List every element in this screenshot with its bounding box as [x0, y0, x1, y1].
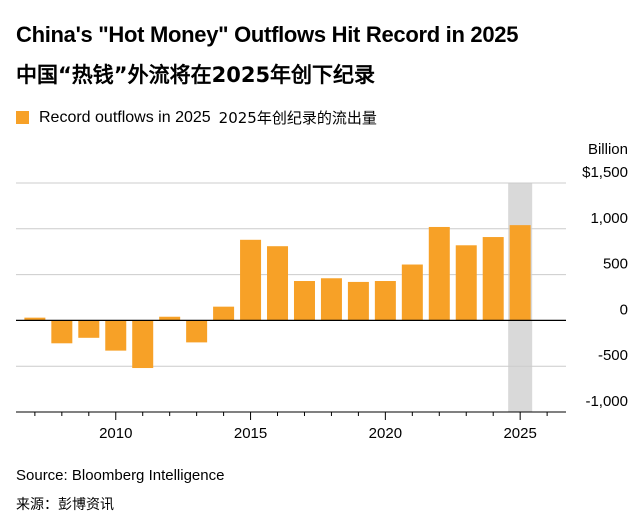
y-tick-label: 500	[603, 256, 628, 273]
bar-2013	[186, 320, 208, 343]
legend: Record outflows in 2025 2025年创纪录的流出量	[16, 107, 377, 128]
bar-2017	[293, 281, 315, 321]
bar-2016	[267, 246, 289, 321]
bar-2019	[347, 281, 369, 321]
x-tick-label: 2025	[503, 425, 536, 442]
source-note: Source: Bloomberg Intelligence	[16, 467, 225, 484]
source-note-cn: 来源：彭博资讯	[16, 497, 114, 513]
bar-2014	[213, 306, 235, 321]
bar-2021	[401, 264, 423, 321]
bar-2024	[482, 237, 504, 321]
bar-2011	[132, 320, 154, 369]
bar-2015	[240, 239, 262, 321]
bar-2022	[428, 226, 450, 321]
y-tick-label: -1,000	[585, 393, 628, 410]
y-tick-label: $1,500	[582, 164, 628, 181]
bar-2009	[78, 320, 100, 338]
bar-2012	[159, 316, 181, 321]
bar-2025	[509, 225, 531, 321]
bar-2010	[105, 320, 127, 351]
bar-2020	[374, 281, 396, 321]
x-tick-label: 2020	[369, 425, 402, 442]
x-tick-label: 2015	[234, 425, 267, 442]
chart-subtitle: 中国“热钱”外流将在2025年创下纪录	[16, 63, 376, 87]
legend-label: Record outflows in 2025	[39, 108, 211, 126]
bar-2007	[24, 317, 46, 321]
bar-2023	[455, 245, 477, 321]
chart-title: China's "Hot Money" Outflows Hit Record …	[16, 22, 519, 47]
x-tick-label: 2010	[99, 425, 132, 442]
y-tick-label: 0	[620, 301, 628, 318]
legend-label-cn: 2025年创纪录的流出量	[218, 109, 377, 127]
y-tick-label: 1,000	[590, 210, 628, 227]
y-tick-label: -500	[598, 347, 628, 364]
y-unit-label: Billion	[588, 141, 628, 158]
bar-2018	[320, 278, 342, 321]
legend-swatch	[16, 111, 29, 124]
bar-2008	[51, 320, 73, 344]
